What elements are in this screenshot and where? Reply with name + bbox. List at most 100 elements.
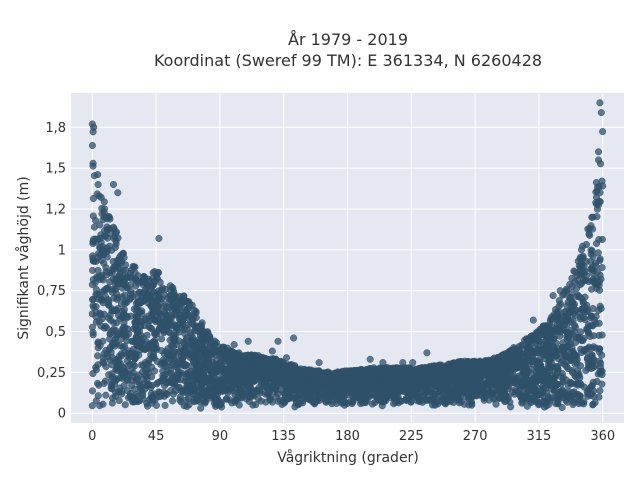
data-point <box>109 180 118 189</box>
data-point <box>470 391 478 400</box>
data-point <box>528 381 536 389</box>
x-tick-label: 315 <box>527 429 552 444</box>
data-point <box>595 331 603 339</box>
data-point <box>524 354 532 362</box>
data-point <box>577 246 586 254</box>
data-point <box>536 355 544 363</box>
data-point <box>299 399 307 407</box>
data-point <box>278 374 286 382</box>
data-point <box>143 344 151 352</box>
data-point <box>109 306 117 314</box>
data-point <box>88 387 97 395</box>
data-point <box>100 359 108 367</box>
data-point <box>102 264 110 272</box>
data-point <box>193 366 201 375</box>
data-point <box>597 305 605 313</box>
data-point <box>96 244 105 252</box>
data-point <box>513 346 521 354</box>
data-point <box>319 369 328 378</box>
data-point <box>455 373 464 381</box>
data-point <box>292 394 300 402</box>
data-point <box>595 183 603 191</box>
data-point <box>596 387 604 395</box>
data-point <box>595 393 603 401</box>
data-point <box>190 396 198 404</box>
data-point <box>409 359 417 367</box>
data-point <box>189 320 197 328</box>
data-point <box>564 382 572 390</box>
data-point <box>209 358 217 366</box>
data-point <box>527 332 535 340</box>
data-point <box>468 401 476 409</box>
data-point <box>268 347 276 355</box>
data-point <box>89 212 97 220</box>
data-point <box>335 368 343 376</box>
data-point <box>568 289 576 297</box>
data-point <box>151 268 159 276</box>
data-point <box>104 296 112 304</box>
data-point <box>144 359 153 367</box>
data-point <box>168 397 177 405</box>
data-point <box>132 275 140 283</box>
data-point <box>467 359 475 367</box>
data-point <box>192 314 200 322</box>
data-point <box>389 379 397 387</box>
data-point <box>124 376 132 384</box>
data-point <box>162 319 170 327</box>
data-point <box>379 359 387 367</box>
data-point <box>357 367 365 375</box>
data-point <box>133 377 141 385</box>
data-point <box>201 399 209 407</box>
data-point <box>182 311 190 319</box>
data-point <box>219 354 227 362</box>
data-point <box>180 345 188 353</box>
data-point <box>264 389 273 397</box>
data-point <box>430 392 438 400</box>
data-point <box>96 291 104 299</box>
data-point <box>104 225 112 234</box>
data-point <box>97 231 105 239</box>
data-point <box>117 366 125 374</box>
data-point <box>95 381 103 389</box>
data-point <box>576 392 584 400</box>
data-point <box>158 376 166 384</box>
data-point <box>163 390 171 398</box>
data-point <box>175 304 183 312</box>
data-point <box>549 342 557 350</box>
data-point <box>111 263 119 271</box>
data-point <box>270 383 278 391</box>
data-point <box>94 392 102 400</box>
data-point <box>552 399 560 408</box>
data-point <box>207 366 215 374</box>
data-point <box>446 360 454 368</box>
data-point <box>90 172 98 180</box>
data-point <box>176 311 184 319</box>
data-point <box>252 401 260 409</box>
data-point <box>399 359 407 367</box>
data-point <box>197 404 205 412</box>
data-point <box>558 313 566 321</box>
data-point <box>239 353 247 361</box>
data-point <box>328 386 336 394</box>
data-point <box>532 386 540 394</box>
data-point <box>292 400 300 408</box>
data-points <box>88 99 607 412</box>
data-point <box>120 381 128 390</box>
data-point <box>580 314 588 322</box>
data-point <box>587 246 595 254</box>
data-point <box>109 325 118 334</box>
data-point <box>147 324 155 332</box>
data-point <box>554 350 563 358</box>
data-point <box>174 358 182 366</box>
data-point <box>517 360 525 368</box>
data-point <box>564 364 572 373</box>
data-point <box>170 298 178 306</box>
data-point <box>164 350 172 358</box>
x-tick-label: 45 <box>148 429 165 444</box>
data-point <box>442 387 450 395</box>
data-point <box>559 387 567 395</box>
data-point <box>549 292 557 300</box>
chart-title-line-2: Koordinat (Sweref 99 TM): E 361334, N 62… <box>154 51 542 70</box>
y-axis-title: Signifikant våghöjd (m) <box>15 176 32 339</box>
data-point <box>361 395 369 403</box>
